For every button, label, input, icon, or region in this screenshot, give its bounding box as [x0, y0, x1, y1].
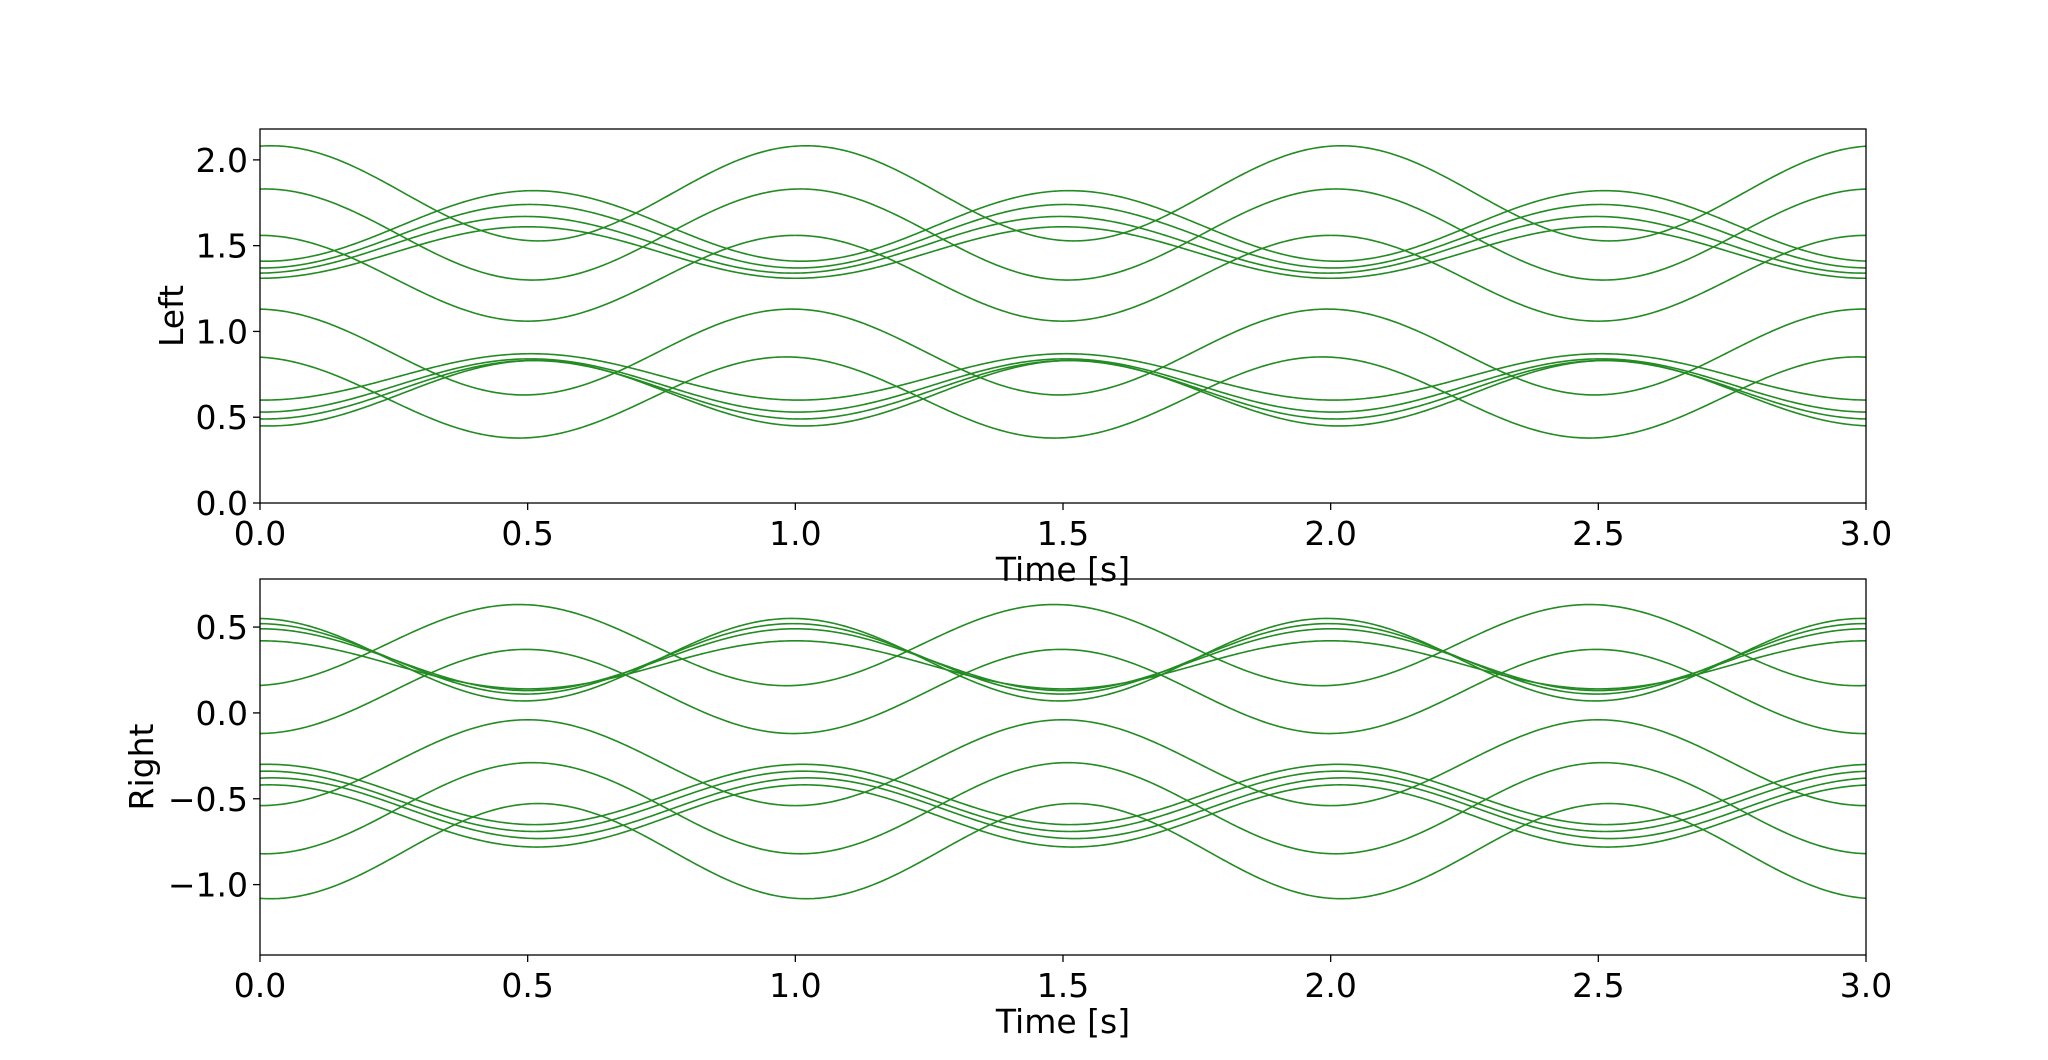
bottom-series-line-8 — [259, 784, 1867, 848]
bottom-x-tick-label: 1.5 — [1037, 966, 1089, 1005]
top-x-tick-label: 0.5 — [501, 514, 553, 553]
bottom-x-tick-label: 2.0 — [1304, 966, 1356, 1005]
top-x-tick-label: 3.0 — [1840, 514, 1892, 553]
bottom-x-tick-label: 0.5 — [501, 966, 553, 1005]
bottom-series-line-12 — [259, 648, 1867, 735]
top-x-tick-label: 0.0 — [234, 514, 286, 553]
bottom-series-group — [259, 603, 1867, 900]
bottom-series-line-2 — [259, 622, 1867, 695]
top-x-tick-label: 1.0 — [769, 514, 821, 553]
bottom-y-tick-label: 0.0 — [196, 694, 248, 733]
bottom-series-line-6 — [259, 770, 1867, 833]
top-y-tick-label: 1.5 — [196, 227, 248, 266]
bottom-series-line-10 — [259, 761, 1867, 855]
top-x-tick-label: 2.0 — [1304, 514, 1356, 553]
top-y-tick-label: 0.5 — [196, 398, 248, 437]
top-y-ticks: 0.0 0.5 1.0 1.5 2.0 — [196, 141, 260, 523]
bottom-axes-frame — [259, 578, 1867, 956]
top-y-tick-label: 2.0 — [196, 141, 248, 180]
bottom-series-line-11 — [259, 718, 1867, 807]
top-series-line-2 — [259, 203, 1867, 269]
top-series-line-6 — [259, 359, 1867, 420]
top-series-line-12 — [259, 308, 1867, 396]
top-series-line-9 — [259, 144, 1867, 242]
bottom-panel: 0.0 0.5 1.0 1.5 2.0 2.5 3.0 0.5 0.0 −0.5 −1.0 Tim… — [122, 578, 1892, 1041]
bottom-x-tick-label: 0.0 — [234, 966, 286, 1005]
bottom-series-line-1 — [259, 617, 1867, 702]
bottom-x-tick-label: 2.5 — [1572, 966, 1624, 1005]
top-x-axis-label: Time [s] — [995, 550, 1130, 589]
top-x-tick-label: 2.5 — [1572, 514, 1624, 553]
top-series-line-7 — [259, 358, 1867, 413]
top-panel: 0.0 0.5 1.0 1.5 2.0 2.5 3.0 0.0 0.5 1.0 1.5 2.0 Ti… — [152, 128, 1892, 589]
top-series-line-1 — [259, 189, 1867, 262]
top-series-group — [259, 144, 1867, 439]
top-axes-frame — [259, 128, 1867, 504]
bottom-series-line-3 — [259, 627, 1867, 692]
bottom-series-line-7 — [259, 777, 1867, 840]
bottom-series-line-5 — [259, 763, 1867, 826]
bottom-y-tick-label: −0.5 — [168, 780, 248, 819]
top-x-ticks: 0.0 0.5 1.0 1.5 2.0 2.5 3.0 — [234, 503, 1892, 553]
top-series-line-13 — [259, 356, 1867, 439]
top-y-tick-label: 0.0 — [196, 484, 248, 523]
bottom-x-tick-label: 1.0 — [769, 966, 821, 1005]
top-y-tick-label: 1.0 — [196, 312, 248, 351]
bottom-x-ticks: 0.0 0.5 1.0 1.5 2.0 2.5 3.0 — [234, 955, 1892, 1005]
bottom-y-ticks: 0.5 0.0 −0.5 −1.0 — [168, 608, 260, 905]
top-x-tick-label: 1.5 — [1037, 514, 1089, 553]
bottom-y-axis-label: Right — [122, 723, 161, 810]
bottom-series-line-9 — [259, 802, 1867, 900]
bottom-series-line-4 — [259, 640, 1867, 690]
bottom-x-tick-label: 3.0 — [1840, 966, 1892, 1005]
bottom-x-axis-label: Time [s] — [995, 1002, 1130, 1041]
bottom-y-tick-label: −1.0 — [168, 866, 248, 905]
top-series-line-10 — [259, 188, 1867, 281]
top-y-axis-label: Left — [152, 285, 191, 347]
top-series-line-11 — [259, 234, 1867, 322]
top-series-line-4 — [259, 225, 1867, 280]
top-series-line-3 — [259, 215, 1867, 274]
bottom-series-line-13 — [259, 603, 1867, 687]
top-series-line-8 — [259, 352, 1867, 401]
bottom-y-tick-label: 0.5 — [196, 608, 248, 647]
